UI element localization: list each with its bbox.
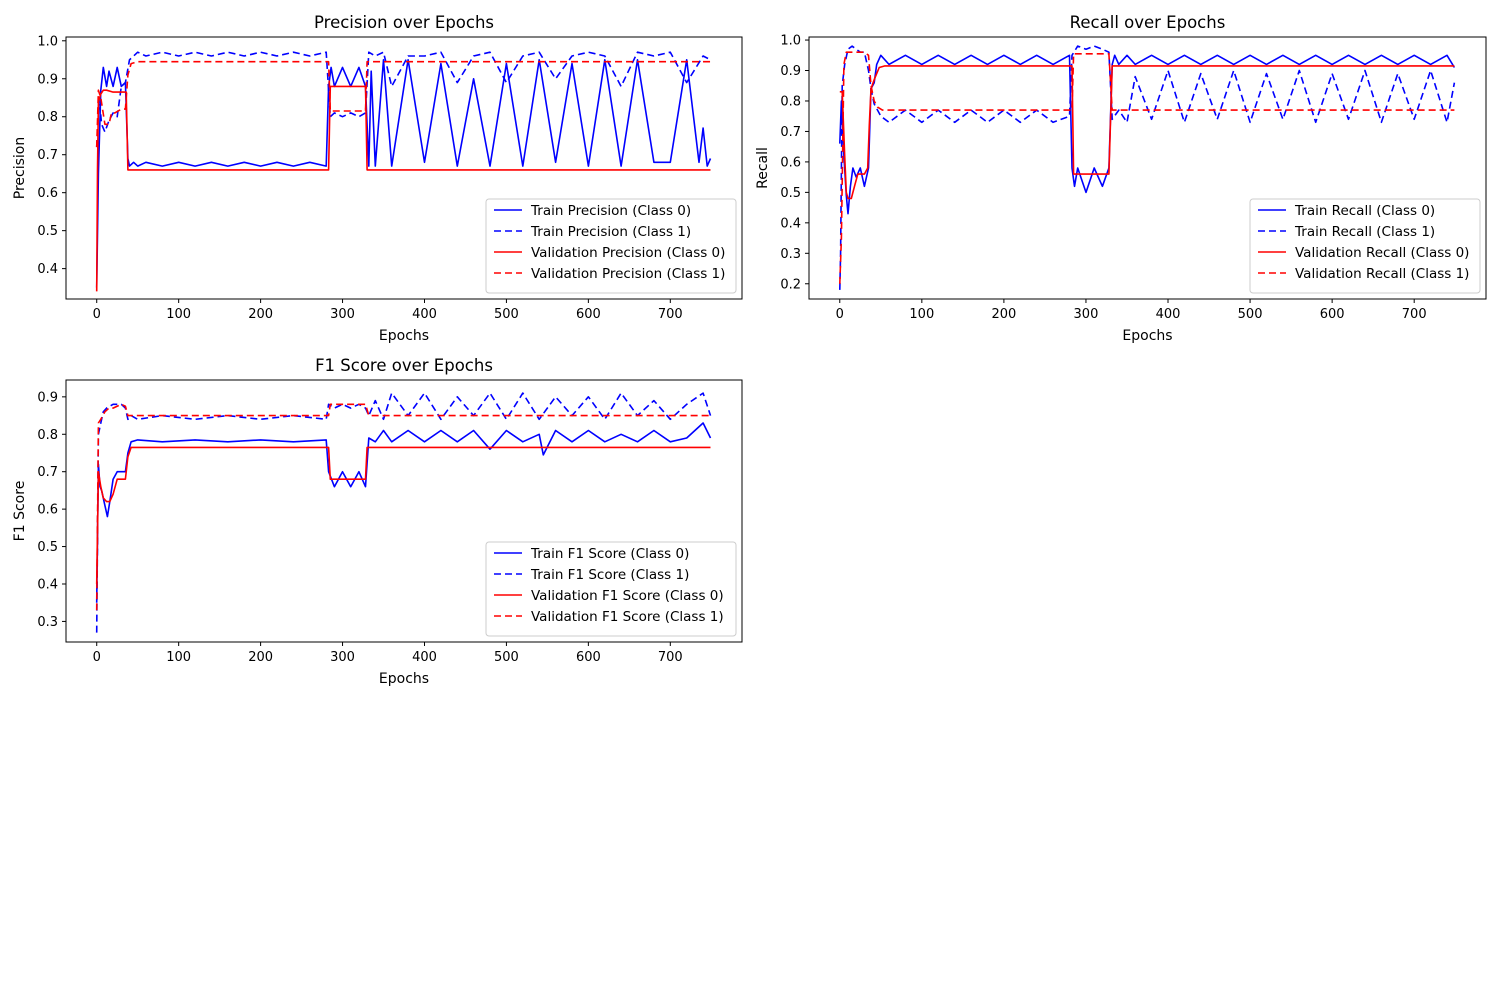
- x-axis-label: Epochs: [379, 328, 429, 344]
- chart-panel-2: 0 100 200 300 400 500 600 700 0.3 0.4 0.5 0.6 0.7 0.8…: [12, 356, 743, 687]
- x-tick-label: 600: [1320, 307, 1345, 322]
- legend-label: Train Recall (Class 1): [1294, 224, 1435, 240]
- series-group: [839, 45, 1456, 290]
- y-tick-label: 0.5: [37, 540, 58, 555]
- legend: Train Recall (Class 0) Train Recall (Clas…: [1249, 198, 1481, 294]
- legend-label: Validation F1 Score (Class 1): [531, 609, 724, 625]
- series-line-2: [95, 85, 711, 292]
- y-tick-label: 0.9: [37, 72, 58, 87]
- y-axis-label: Precision: [12, 137, 28, 199]
- x-tick-label: 600: [576, 307, 601, 322]
- x-tick-label: 500: [1238, 307, 1263, 322]
- y-tick-label: 0.7: [780, 125, 801, 140]
- y-tick-label: 0.6: [37, 186, 58, 201]
- x-tick-label: 700: [658, 307, 683, 322]
- series-line-3: [95, 60, 711, 148]
- x-tick-label: 600: [576, 650, 601, 665]
- chart-title: F1 Score over Epochs: [315, 356, 493, 375]
- legend-label: Train F1 Score (Class 0): [530, 546, 689, 562]
- x-tick-label: 0: [836, 307, 844, 322]
- y-tick-label: 0.8: [780, 94, 801, 109]
- x-tick-label: 500: [494, 307, 519, 322]
- axes-frame: [65, 379, 743, 643]
- x-tick-label: 0: [93, 307, 101, 322]
- y-tick-label: 0.4: [780, 216, 801, 231]
- x-axis-label: Epochs: [379, 671, 429, 687]
- series-line-2: [95, 446, 711, 585]
- y-axis-label: Recall: [755, 147, 771, 189]
- x-tick-label: 200: [991, 307, 1016, 322]
- series-group: [95, 392, 712, 633]
- chart-panel-0: 0 100 200 300 400 500 600 700 0.4 0.5 0.6 0.7 0.8 0.9…: [12, 13, 743, 344]
- y-tick-label: 0.7: [37, 465, 58, 480]
- x-tick-label: 200: [248, 650, 273, 665]
- legend: Train F1 Score (Class 0) Train F1 Score (…: [485, 541, 737, 637]
- x-axis-label: Epochs: [1122, 328, 1172, 344]
- legend-label: Train Recall (Class 0): [1294, 203, 1435, 219]
- x-tick-label: 100: [166, 650, 191, 665]
- legend-label: Train Precision (Class 0): [530, 203, 691, 219]
- legend-label: Train Precision (Class 1): [530, 224, 691, 240]
- x-tick-label: 300: [1074, 307, 1099, 322]
- axes-frame: [65, 36, 743, 300]
- y-tick-label: 0.3: [37, 615, 58, 630]
- x-tick-label: 700: [658, 650, 683, 665]
- y-tick-label: 0.7: [37, 148, 58, 163]
- legend: Train Precision (Class 0) Train Precision…: [485, 198, 737, 294]
- y-tick-label: 0.9: [780, 64, 801, 79]
- chart-panel-1: 0 100 200 300 400 500 600 700 0.2 0.3 0.4 0.5 0.6 0.7…: [755, 13, 1487, 344]
- y-tick-label: 1.0: [780, 34, 801, 49]
- y-tick-label: 0.2: [780, 277, 801, 292]
- y-tick-label: 0.4: [37, 577, 58, 592]
- x-tick-label: 100: [909, 307, 934, 322]
- y-tick-label: 0.3: [780, 247, 801, 262]
- legend-label: Validation Recall (Class 1): [1295, 266, 1469, 282]
- y-tick-label: 0.5: [37, 224, 58, 239]
- y-tick-label: 0.4: [37, 262, 58, 277]
- y-tick-label: 0.8: [37, 428, 58, 443]
- series-line-1: [839, 45, 1456, 290]
- legend-label: Train F1 Score (Class 1): [530, 567, 689, 583]
- x-tick-label: 400: [412, 307, 437, 322]
- legend-box: [485, 198, 737, 294]
- y-tick-label: 1.0: [37, 34, 58, 49]
- x-tick-label: 500: [494, 650, 519, 665]
- x-tick-label: 300: [330, 650, 355, 665]
- x-tick-label: 400: [412, 650, 437, 665]
- series-line-2: [839, 65, 1455, 200]
- x-tick-label: 200: [248, 307, 273, 322]
- y-tick-label: 0.9: [37, 390, 58, 405]
- series-group: [95, 51, 712, 292]
- y-tick-label: 0.6: [780, 155, 801, 170]
- series-line-0: [95, 422, 712, 603]
- y-axis-label: F1 Score: [12, 481, 28, 542]
- y-tick-label: 0.5: [780, 186, 801, 201]
- series-line-3: [95, 403, 711, 611]
- legend-box: [1249, 198, 1481, 294]
- y-tick-label: 0.8: [37, 110, 58, 125]
- x-tick-label: 300: [330, 307, 355, 322]
- axes-frame: [808, 36, 1487, 300]
- x-tick-label: 0: [93, 650, 101, 665]
- series-line-0: [839, 54, 1456, 215]
- legend-label: Validation F1 Score (Class 0): [531, 588, 724, 604]
- x-tick-label: 400: [1156, 307, 1181, 322]
- legend-label: Validation Recall (Class 0): [1295, 245, 1469, 261]
- chart-title: Recall over Epochs: [1070, 13, 1226, 32]
- series-line-1: [95, 51, 711, 148]
- y-tick-label: 0.6: [37, 503, 58, 518]
- legend-label: Validation Precision (Class 1): [531, 266, 725, 282]
- x-tick-label: 100: [166, 307, 191, 322]
- legend-label: Validation Precision (Class 0): [531, 245, 725, 261]
- chart-title: Precision over Epochs: [314, 13, 494, 32]
- legend-box: [485, 541, 737, 637]
- x-tick-label: 700: [1402, 307, 1427, 322]
